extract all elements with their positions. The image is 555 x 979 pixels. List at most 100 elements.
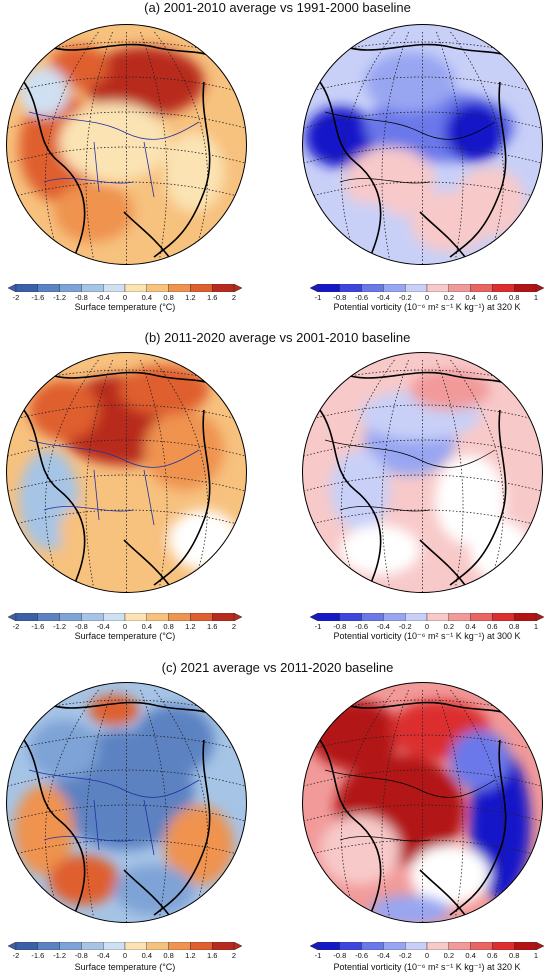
colorbar-bin <box>492 613 515 621</box>
coastline <box>23 41 240 258</box>
colorbar-bin <box>124 284 147 292</box>
colorbar-tick-label: 1.2 <box>185 293 196 302</box>
meridian-line <box>85 689 113 923</box>
colorbar-bin <box>361 942 384 950</box>
colorbar-tick-label: 0 <box>424 951 430 960</box>
globe-outline <box>6 352 247 593</box>
globe-outline <box>302 682 543 923</box>
coastline <box>23 369 240 586</box>
latitude-line <box>302 146 543 168</box>
colorbar-tick-label: 0 <box>122 622 128 631</box>
colorbar-tick-label: -0.6 <box>355 622 369 631</box>
colorbar-tick-label: 1.2 <box>185 951 196 960</box>
colorbar-bin <box>211 942 235 950</box>
colorbar-bin <box>124 613 147 621</box>
colorbar-bin <box>404 942 428 950</box>
field-anomaly-blob <box>320 202 400 252</box>
colorbar-tick-label: 0.6 <box>487 622 498 631</box>
colorbar-bin <box>448 942 471 950</box>
colorbar-tick-label: 0 <box>424 293 430 302</box>
meridian-line <box>436 689 464 923</box>
colorbar-bin <box>383 613 406 621</box>
colorbar-tick-label: 0 <box>122 293 128 302</box>
latitude-line <box>302 369 543 391</box>
colorbar-tick-label: 1.2 <box>185 622 196 631</box>
meridian-line <box>341 31 395 265</box>
colorbar-tick-label: -0.4 <box>96 293 110 302</box>
colorbar-bin <box>168 942 191 950</box>
colorbar-tick-label: -0.6 <box>355 293 369 302</box>
colorbar-pv-a <box>310 284 544 292</box>
latitude-line <box>6 839 247 861</box>
colorbar-bin <box>211 284 235 292</box>
colorbar-tick-label: -0.8 <box>333 951 347 960</box>
colorbar-tick-label: -0.8 <box>333 622 347 631</box>
colorbar-bin <box>426 942 449 950</box>
country-borders <box>324 439 496 512</box>
colorbar-tick-label: 0.4 <box>141 622 153 631</box>
colorbar-low-triangle <box>8 942 17 950</box>
field-anomaly-blob <box>370 895 450 923</box>
colorbar-tick-label: 0.4 <box>465 951 476 960</box>
colorbar-tick-label: 0.6 <box>487 293 498 302</box>
colorbar-bin <box>339 284 362 292</box>
colorbar-temperature-b <box>8 613 242 621</box>
field-anomaly-blob <box>470 520 530 580</box>
colorbar-bin <box>168 613 191 621</box>
colorbar-bin <box>168 284 191 292</box>
latitude-line <box>6 699 247 721</box>
country-borders <box>28 111 200 198</box>
colorbar-ticks-pv-c: -1 -0.8 -0.6 -0.4 -0.2 0 0.2 0.4 0.6 0.8 1 <box>310 951 544 961</box>
colorbar-bin <box>317 613 340 621</box>
colorbar-tick-label: 0.8 <box>508 622 520 631</box>
field-anomaly-blob <box>84 47 204 117</box>
field-anomaly-blob <box>435 455 505 545</box>
colorbar-bin <box>339 613 362 621</box>
colorbar-bin <box>15 284 38 292</box>
colorbar-bin <box>211 613 235 621</box>
colorbar-bin <box>59 284 82 292</box>
colorbar-bin <box>81 284 104 292</box>
colorbar-bin <box>37 942 60 950</box>
colorbar-tick-label: 0.8 <box>508 951 520 960</box>
colorbar-tick-label: 0.2 <box>443 622 455 631</box>
field-anomaly-blob <box>29 720 99 780</box>
meridian-line <box>381 689 409 923</box>
latitude-line <box>6 439 247 461</box>
field-anomaly-blob <box>345 147 435 217</box>
colorbar-tick-label: -0.2 <box>398 951 412 960</box>
colorbar-low-triangle <box>310 942 319 950</box>
colorbar-tick-label: 1.6 <box>206 293 218 302</box>
latitude-line <box>302 734 543 756</box>
colorbar-bin <box>190 284 213 292</box>
colorbar-bin <box>102 284 126 292</box>
colorbar-tick-label: -0.8 <box>333 293 347 302</box>
colorbar-bin <box>146 284 169 292</box>
colorbar-tick-label: 0.8 <box>163 293 174 302</box>
colorbar-tick-label: -1.6 <box>31 951 45 960</box>
colorbar-bin <box>81 942 104 950</box>
field-anomaly-blob <box>445 102 505 162</box>
coastline <box>23 699 240 916</box>
colorbar-ticks-temperature-b: -2 -1.6 -1.2 -0.8 -0.4 0 0.4 0.8 1.2 1.6 2 <box>8 622 242 632</box>
colorbar-tick-label: -2 <box>12 951 20 960</box>
colorbar-bin <box>81 613 104 621</box>
globe-pv-a <box>302 24 543 265</box>
colorbar-bin <box>470 613 493 621</box>
meridian-line <box>341 689 395 923</box>
colorbar-tick-label: -1.2 <box>53 293 67 302</box>
globe-outline <box>302 352 543 593</box>
field-anomaly-blob <box>450 730 510 790</box>
latitude-line <box>6 734 247 756</box>
globe-temperature-c <box>6 682 247 923</box>
latitude-line <box>6 404 247 426</box>
field-anomaly-blob <box>410 845 490 905</box>
colorbar-pv-c <box>310 942 544 950</box>
colorbar-pv-b <box>310 613 544 621</box>
colorbar-tick-label: 2 <box>231 951 237 960</box>
latitude-line <box>302 509 543 531</box>
country-borders <box>28 439 200 526</box>
colorbar-label-pv-a: Potential vorticity (10⁻⁶ m² s⁻¹ K kg⁻¹)… <box>333 302 521 312</box>
colorbar-tick-label: -0.6 <box>355 951 369 960</box>
colorbar-bin <box>59 613 82 621</box>
